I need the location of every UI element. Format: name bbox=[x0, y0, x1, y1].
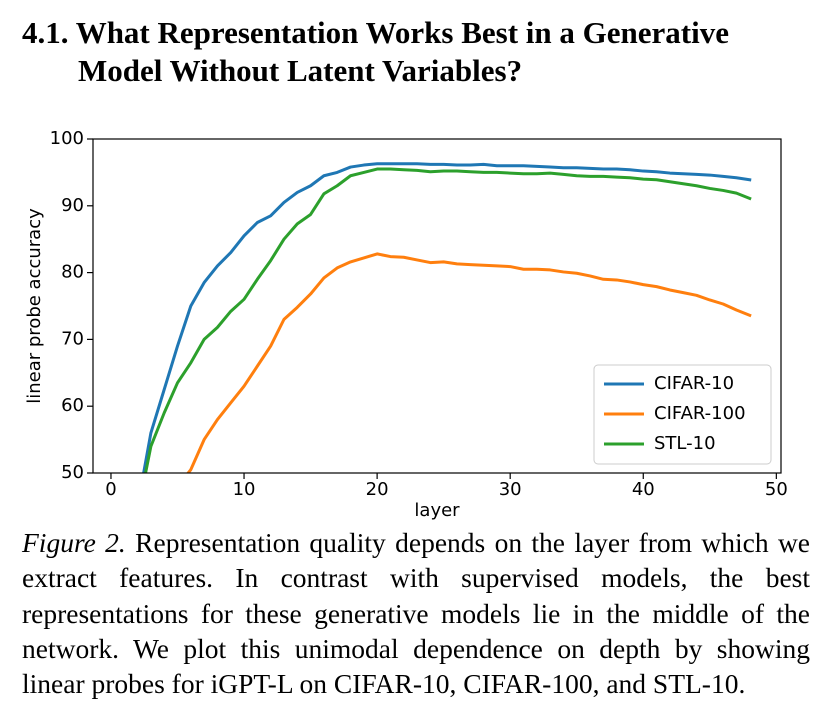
y-tick-label: 70 bbox=[61, 328, 84, 349]
plot-area bbox=[142, 162, 752, 473]
y-tick-label: 80 bbox=[61, 262, 84, 283]
section-heading: 4.1. What Representation Works Best in a… bbox=[22, 15, 729, 88]
x-tick-label: 20 bbox=[366, 479, 389, 500]
y-tick-label: 100 bbox=[50, 128, 84, 149]
y-axis-label: linear probe accuracy bbox=[24, 208, 45, 404]
axes-frame bbox=[92, 138, 782, 474]
x-tick-label: 0 bbox=[105, 479, 116, 500]
figure-caption: Figure 2. Representation quality depends… bbox=[22, 525, 810, 701]
x-tick-label: 10 bbox=[233, 479, 256, 500]
data-line bbox=[186, 252, 752, 473]
caption-label: Figure 2. bbox=[22, 527, 126, 558]
x-tick-label: 40 bbox=[632, 479, 655, 500]
y-tick-label: 50 bbox=[61, 462, 84, 483]
data-line bbox=[142, 162, 752, 473]
caption-text: Representation quality depends on the la… bbox=[22, 527, 811, 700]
legend-label: CIFAR-10 bbox=[654, 373, 734, 394]
y-tick-label: 90 bbox=[61, 195, 84, 216]
y-tick-label: 60 bbox=[61, 395, 84, 416]
legend-box bbox=[593, 364, 772, 465]
legend-label: STL-10 bbox=[654, 433, 716, 454]
x-tick-label: 50 bbox=[765, 479, 788, 500]
data-line bbox=[144, 167, 752, 473]
x-axis-label: layer bbox=[414, 500, 460, 521]
legend-label: CIFAR-100 bbox=[654, 403, 746, 424]
chart: layer linear probe accuracy 50 60 70 80 90 10… bbox=[24, 128, 788, 521]
x-tick-label: 30 bbox=[499, 479, 522, 500]
